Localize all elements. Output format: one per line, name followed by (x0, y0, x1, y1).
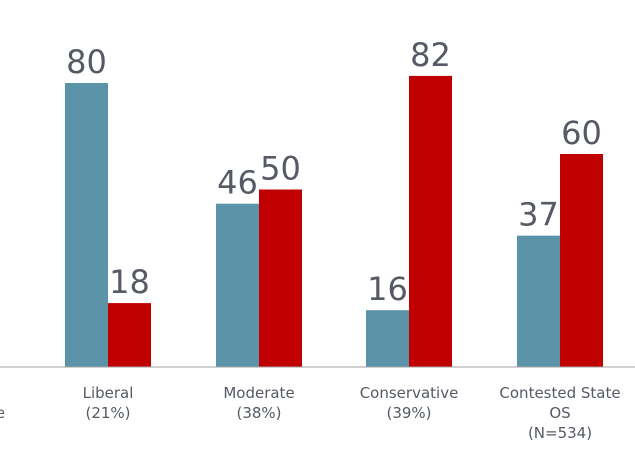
bar-series1-cat2 (65, 83, 108, 367)
bar-series2-cat4 (409, 75, 452, 368)
value-label-series1-cat3: 46 (217, 164, 258, 202)
category-label-4: Conservative (39%) (360, 384, 459, 422)
value-label-series1-cat5: 37 (518, 196, 559, 234)
bars-layer (65, 75, 603, 368)
value-label-series2-cat5: 60 (561, 114, 602, 152)
category-label-1: e (0, 404, 5, 422)
bar-series2-cat5 (560, 154, 603, 367)
bar-series1-cat4 (366, 310, 409, 367)
category-label-5: Contested State OS (N=534) (499, 384, 620, 442)
value-label-series2-cat4: 82 (410, 36, 451, 74)
category-label-2: Liberal (21%) (83, 384, 134, 422)
bar-series1-cat5 (517, 235, 560, 367)
category-labels-layer: e Liberal (21%) Moderate (38%) Conservative (3… (0, 384, 621, 442)
value-label-series2-cat3: 50 (260, 150, 301, 188)
bar-series1-cat3 (216, 203, 259, 367)
category-label-3: Moderate (38%) (223, 384, 294, 422)
value-labels-layer: 80 46 16 37 18 50 82 60 (66, 36, 602, 308)
value-label-series2-cat2: 18 (109, 263, 150, 301)
value-label-series1-cat4: 16 (367, 270, 408, 308)
bar-series2-cat2 (108, 303, 151, 367)
bar-series2-cat3 (259, 189, 302, 367)
value-label-series1-cat2: 80 (66, 43, 107, 81)
